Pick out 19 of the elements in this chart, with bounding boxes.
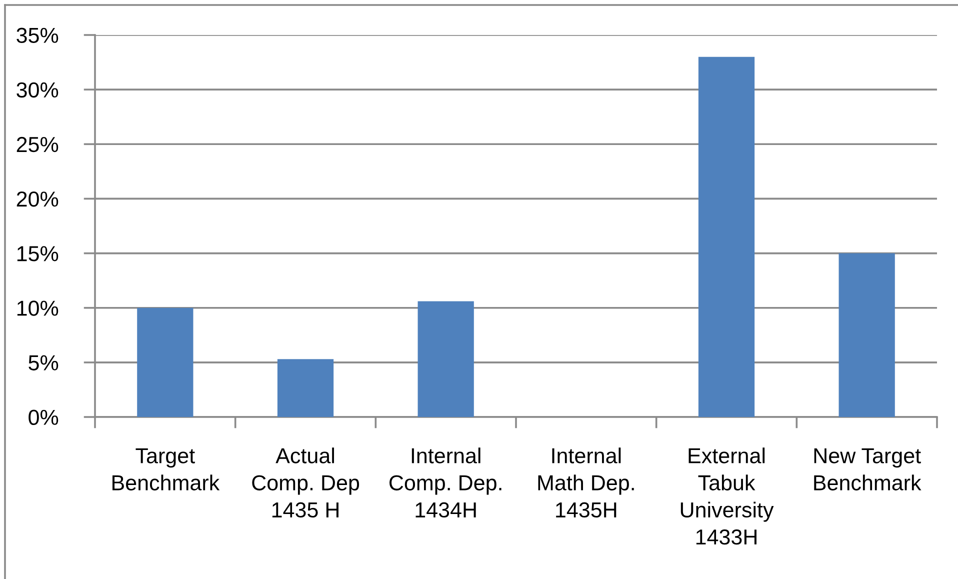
y-tick-label: 0% xyxy=(28,410,58,426)
bar xyxy=(838,253,895,417)
x-tick-label: Actual Comp. Dep 1435 H xyxy=(252,448,360,518)
x-tick-label: New Target Benchmark xyxy=(814,448,922,490)
y-tick-label: 15% xyxy=(17,246,58,262)
x-tick-label: Target Benchmark xyxy=(112,448,220,490)
y-tick-label: 10% xyxy=(17,300,58,316)
bar xyxy=(137,308,194,417)
x-tick-label: Internal Comp. Dep. 1434H xyxy=(390,448,502,518)
y-tick-label: 5% xyxy=(28,355,58,370)
y-tick-label: 20% xyxy=(16,191,58,207)
x-tick-label: Internal Math Dep. 1435H xyxy=(538,448,634,518)
bar xyxy=(418,301,474,417)
y-tick-label: 30% xyxy=(16,82,58,98)
x-tick-label: External Tabuk University 1433H xyxy=(680,448,774,545)
bar xyxy=(698,56,755,417)
y-tick-label: 25% xyxy=(16,136,58,152)
bar xyxy=(277,359,334,417)
y-tick-label: 35% xyxy=(16,28,58,44)
